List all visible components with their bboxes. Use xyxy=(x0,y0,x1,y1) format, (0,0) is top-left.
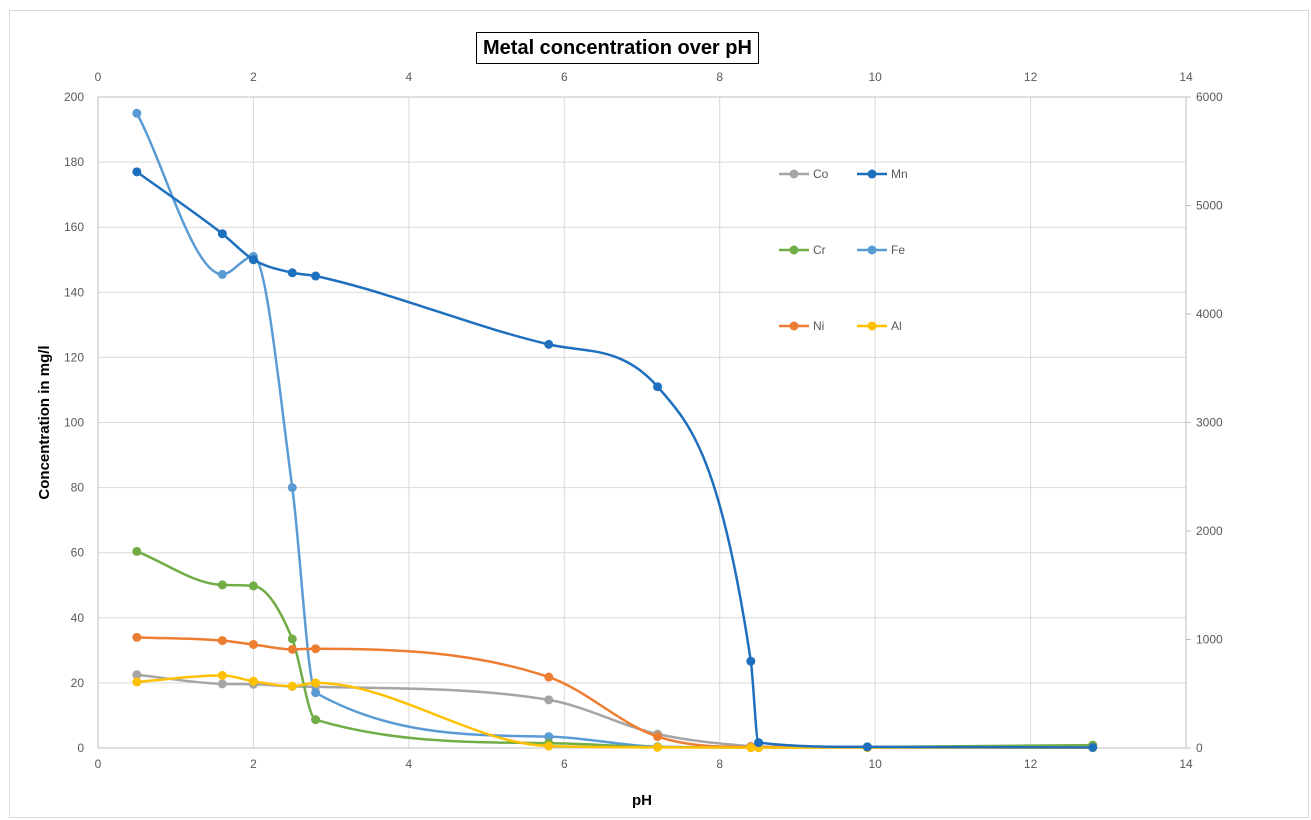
legend-label-mn: Mn xyxy=(891,167,908,181)
x-tick-label: 0 xyxy=(95,757,102,771)
x-top-tick-label: 6 xyxy=(561,70,568,84)
x-tick-label: 14 xyxy=(1179,757,1193,771)
data-point-mn xyxy=(248,255,258,265)
x-tick-label: 2 xyxy=(250,757,257,771)
x-top-tick-label: 14 xyxy=(1179,70,1193,84)
y2-tick-label: 6000 xyxy=(1196,90,1223,104)
x-tick-label: 12 xyxy=(1024,757,1038,771)
y2-tick-label: 0 xyxy=(1196,741,1203,755)
series-line-fe xyxy=(135,112,1093,749)
x-axis-title: pH xyxy=(632,792,652,809)
chart-title: Metal concentration over pH xyxy=(476,32,759,64)
y2-tick-label: 2000 xyxy=(1196,524,1223,538)
data-point-al xyxy=(287,681,297,691)
data-point-mn xyxy=(132,167,142,177)
data-point-cr xyxy=(287,634,297,644)
y2-tick-label: 4000 xyxy=(1196,307,1223,321)
series-line-ni xyxy=(136,636,1093,749)
y-tick-label: 80 xyxy=(71,481,85,495)
data-point-mn xyxy=(217,229,227,239)
data-point-al xyxy=(544,741,554,751)
data-point-ni xyxy=(653,732,663,742)
y-tick-label: 20 xyxy=(71,676,85,690)
data-point-al xyxy=(217,670,227,680)
x-tick-label: 4 xyxy=(406,757,413,771)
data-point-fe xyxy=(311,688,321,698)
data-point-mn xyxy=(754,738,764,748)
data-point-mn xyxy=(653,382,663,392)
legend-marker-al xyxy=(867,321,877,331)
data-point-mn xyxy=(746,656,756,666)
data-point-fe xyxy=(132,108,142,118)
y-axis-title: Concentration in mg/l xyxy=(36,345,53,499)
y-tick-label: 0 xyxy=(77,741,84,755)
series-line-al xyxy=(136,674,1093,749)
x-top-tick-label: 8 xyxy=(716,70,723,84)
x-top-tick-label: 4 xyxy=(406,70,413,84)
data-point-cr xyxy=(311,715,321,725)
x-tick-label: 8 xyxy=(716,757,723,771)
data-point-ni xyxy=(544,672,554,682)
y-tick-label: 120 xyxy=(64,350,84,364)
data-point-mn xyxy=(1088,742,1098,752)
data-point-co xyxy=(132,670,142,680)
x-top-tick-label: 2 xyxy=(250,70,257,84)
data-point-ni xyxy=(311,644,321,654)
x-top-tick-label: 12 xyxy=(1024,70,1038,84)
data-point-al xyxy=(746,743,756,753)
legend-marker-ni xyxy=(789,321,799,331)
data-point-co xyxy=(544,695,554,705)
data-point-mn xyxy=(311,271,321,281)
y2-tick-label: 3000 xyxy=(1196,416,1223,430)
data-point-al xyxy=(132,677,142,687)
legend-marker-fe xyxy=(867,245,877,255)
data-point-cr xyxy=(248,581,258,591)
y-tick-label: 180 xyxy=(64,155,84,169)
data-point-ni xyxy=(248,639,258,649)
data-point-mn xyxy=(287,268,297,278)
data-point-cr xyxy=(132,546,142,556)
data-point-ni xyxy=(287,644,297,654)
y-tick-label: 100 xyxy=(64,416,84,430)
legend-marker-mn xyxy=(867,169,877,179)
data-point-mn xyxy=(862,742,872,752)
data-point-ni xyxy=(132,632,142,642)
y-tick-label: 200 xyxy=(64,90,84,104)
y2-tick-label: 1000 xyxy=(1196,633,1223,647)
x-tick-label: 6 xyxy=(561,757,568,771)
x-top-tick-label: 10 xyxy=(868,70,882,84)
legend-marker-co xyxy=(789,169,799,179)
y-tick-label: 160 xyxy=(64,220,84,234)
x-top-tick-label: 0 xyxy=(95,70,102,84)
series-line-mn xyxy=(136,170,1093,749)
y-tick-label: 60 xyxy=(71,546,85,560)
legend-label-ni: Ni xyxy=(813,319,824,333)
data-point-fe xyxy=(287,483,297,493)
data-point-co xyxy=(217,679,227,689)
data-point-al xyxy=(653,742,663,752)
y-tick-label: 40 xyxy=(71,611,85,625)
legend-label-fe: Fe xyxy=(891,243,905,257)
data-point-al xyxy=(248,676,258,686)
data-point-al xyxy=(311,678,321,688)
data-point-mn xyxy=(544,339,554,349)
data-point-fe xyxy=(544,732,554,742)
data-point-ni xyxy=(217,636,227,646)
data-point-cr xyxy=(217,580,227,590)
legend-marker-cr xyxy=(789,245,799,255)
legend-label-cr: Cr xyxy=(813,243,826,257)
y-tick-label: 140 xyxy=(64,285,84,299)
legend-label-co: Co xyxy=(813,167,829,181)
data-point-fe xyxy=(217,269,227,279)
y2-tick-label: 5000 xyxy=(1196,199,1223,213)
legend-label-al: Al xyxy=(891,319,902,333)
x-tick-label: 10 xyxy=(868,757,882,771)
